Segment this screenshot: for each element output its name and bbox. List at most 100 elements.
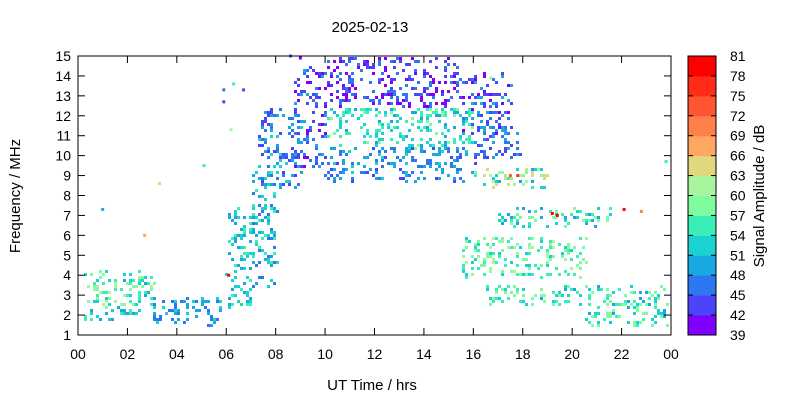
data-point [471,102,474,105]
data-point [267,237,270,240]
data-point [279,159,282,162]
data-point [480,264,483,267]
data-point [483,138,486,141]
data-point [240,237,243,240]
data-point [444,126,447,129]
data-point [216,297,219,300]
data-point [432,147,435,150]
data-point [366,156,369,159]
data-point [303,120,306,123]
data-point [234,222,237,225]
data-point [138,309,141,312]
data-point [288,180,291,183]
x-tick-label: 18 [515,346,531,362]
data-point [543,174,546,177]
data-point [444,135,447,138]
data-point [114,285,117,288]
data-point [363,60,366,63]
data-point [390,111,393,114]
data-point [396,72,399,75]
data-point [501,126,504,129]
data-point [477,249,480,252]
data-point [450,96,453,99]
data-point [336,174,339,177]
data-point [510,237,513,240]
data-point [426,120,429,123]
data-point [306,135,309,138]
data-point [162,300,165,303]
data-point [96,279,99,282]
data-point [231,279,234,282]
data-point [294,165,297,168]
data-point [300,120,303,123]
data-point [267,156,270,159]
data-point [564,246,567,249]
data-point [471,81,474,84]
data-point [153,297,156,300]
data-point [462,147,465,150]
data-point [498,297,501,300]
data-point [378,111,381,114]
data-point [405,162,408,165]
data-point [369,99,372,102]
data-point [393,93,396,96]
data-point [264,177,267,180]
data-point [405,147,408,150]
colorbar-tick-label: 60 [730,188,746,204]
data-point [432,153,435,156]
data-point [576,264,579,267]
data-point [534,219,537,222]
data-point [381,147,384,150]
colorbar-tick-label: 51 [730,247,746,263]
data-point [507,297,510,300]
data-point [603,318,606,321]
colorbar-tick-label: 66 [730,148,746,164]
data-point [465,237,468,240]
data-point [654,300,657,303]
data-point [306,132,309,135]
data-point [375,141,378,144]
data-point [519,300,522,303]
data-point [444,105,447,108]
data-point [129,288,132,291]
data-point [492,177,495,180]
data-point [249,216,252,219]
data-point [264,138,267,141]
data-point [138,294,141,297]
data-point [153,303,156,306]
data-point [477,111,480,114]
data-point [378,120,381,123]
data-point [474,174,477,177]
data-point [294,90,297,93]
data-point [453,180,456,183]
data-point [549,240,552,243]
data-point [93,282,96,285]
data-point [105,306,108,309]
data-point [267,114,270,117]
data-point [261,249,264,252]
data-point [378,129,381,132]
data-point [504,288,507,291]
data-point [534,168,537,171]
data-point [105,291,108,294]
data-point [351,72,354,75]
data-point [192,300,195,303]
data-point [405,153,408,156]
data-point [381,138,384,141]
data-point [267,123,270,126]
data-point [87,300,90,303]
data-point [264,186,267,189]
data-point [357,117,360,120]
data-point [606,303,609,306]
data-point [231,303,234,306]
data-point [298,56,302,60]
data-point [432,144,435,147]
data-point [270,207,273,210]
data-point [318,153,321,156]
data-point [495,183,498,186]
colorbar-band [688,75,716,97]
data-point [129,294,132,297]
data-point [240,234,243,237]
data-point [441,102,444,105]
data-point [312,99,315,102]
